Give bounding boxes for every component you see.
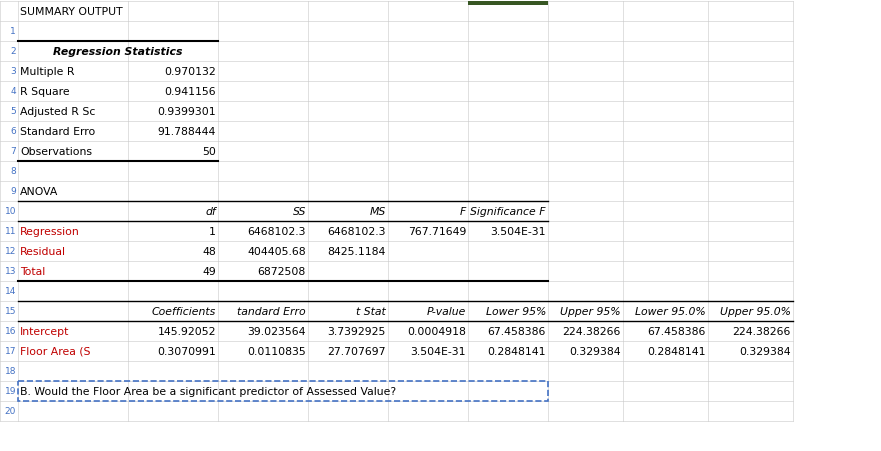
Text: 6872508: 6872508 <box>258 267 306 276</box>
Text: 91.788444: 91.788444 <box>158 127 216 137</box>
Text: 2: 2 <box>11 47 16 56</box>
Text: 0.0110835: 0.0110835 <box>248 346 306 356</box>
Text: Regression: Regression <box>20 226 80 236</box>
Text: 67.458386: 67.458386 <box>487 326 546 336</box>
Text: 39.023564: 39.023564 <box>248 326 306 336</box>
Text: 0.2848141: 0.2848141 <box>648 346 706 356</box>
Text: 50: 50 <box>202 147 216 156</box>
Text: 17: 17 <box>4 347 16 356</box>
Text: 9: 9 <box>11 187 16 196</box>
Text: 3: 3 <box>11 67 16 76</box>
Text: 0.9399301: 0.9399301 <box>158 107 216 117</box>
Text: 67.458386: 67.458386 <box>648 326 706 336</box>
Text: 767.71649: 767.71649 <box>408 226 466 236</box>
Text: tandard Erro: tandard Erro <box>237 306 306 316</box>
Text: 20: 20 <box>4 407 16 415</box>
Text: MS: MS <box>370 207 386 216</box>
Text: R Square: R Square <box>20 87 70 97</box>
Text: Adjusted R Sc: Adjusted R Sc <box>20 107 95 117</box>
Text: 3.504E-31: 3.504E-31 <box>491 226 546 236</box>
Text: Observations: Observations <box>20 147 92 156</box>
Text: 0.3070991: 0.3070991 <box>157 346 216 356</box>
Text: 16: 16 <box>4 327 16 336</box>
Text: 8: 8 <box>11 167 16 176</box>
Text: 27.707697: 27.707697 <box>328 346 386 356</box>
Text: Significance F: Significance F <box>470 207 546 216</box>
Text: df: df <box>205 207 216 216</box>
Text: 224.38266: 224.38266 <box>563 326 621 336</box>
Text: 6468102.3: 6468102.3 <box>248 226 306 236</box>
Text: 7: 7 <box>11 147 16 156</box>
Text: B. Would the Floor Area be a significant predictor of Assessed Value?: B. Would the Floor Area be a significant… <box>20 386 396 396</box>
Text: 0.329384: 0.329384 <box>739 346 791 356</box>
Text: 0.2848141: 0.2848141 <box>487 346 546 356</box>
Text: Regression Statistics: Regression Statistics <box>53 47 182 57</box>
Text: 224.38266: 224.38266 <box>733 326 791 336</box>
Bar <box>18 381 548 401</box>
Text: t Stat: t Stat <box>356 306 386 316</box>
Text: 0.0004918: 0.0004918 <box>407 326 466 336</box>
Text: 15: 15 <box>4 307 16 316</box>
Text: 4: 4 <box>11 87 16 96</box>
Bar <box>468 2 548 6</box>
Text: 48: 48 <box>203 246 216 257</box>
Text: 3.7392925: 3.7392925 <box>328 326 386 336</box>
Text: 11: 11 <box>4 227 16 236</box>
Text: SUMMARY OUTPUT: SUMMARY OUTPUT <box>20 7 122 17</box>
Text: 12: 12 <box>4 247 16 256</box>
Text: 14: 14 <box>4 287 16 296</box>
Text: Floor Area (Ṡ: Floor Area (Ṡ <box>20 346 91 356</box>
Text: 19: 19 <box>4 387 16 396</box>
Text: Lower 95.0%: Lower 95.0% <box>635 306 706 316</box>
Text: Coefficients: Coefficients <box>152 306 216 316</box>
Text: 404405.68: 404405.68 <box>248 246 306 257</box>
Text: 6: 6 <box>11 127 16 136</box>
Text: 8425.1184: 8425.1184 <box>328 246 386 257</box>
Text: 0.941156: 0.941156 <box>165 87 216 97</box>
Text: 0.970132: 0.970132 <box>164 67 216 77</box>
Text: Multiple R: Multiple R <box>20 67 75 77</box>
Text: Upper 95.0%: Upper 95.0% <box>720 306 791 316</box>
Text: 145.92052: 145.92052 <box>158 326 216 336</box>
Text: Intercept: Intercept <box>20 326 70 336</box>
Text: Total: Total <box>20 267 45 276</box>
Text: F: F <box>460 207 466 216</box>
Text: 49: 49 <box>203 267 216 276</box>
Text: Standard Erro: Standard Erro <box>20 127 95 137</box>
Text: 18: 18 <box>4 367 16 376</box>
Text: 3.504E-31: 3.504E-31 <box>411 346 466 356</box>
Text: 1: 1 <box>11 28 16 37</box>
Text: 5: 5 <box>11 107 16 116</box>
Text: 1: 1 <box>209 226 216 236</box>
Text: 6468102.3: 6468102.3 <box>328 226 386 236</box>
Text: 13: 13 <box>4 267 16 276</box>
Text: Residual: Residual <box>20 246 66 257</box>
Text: Lower 95%: Lower 95% <box>485 306 546 316</box>
Text: ANOVA: ANOVA <box>20 187 58 197</box>
Text: 0.329384: 0.329384 <box>569 346 621 356</box>
Text: Upper 95%: Upper 95% <box>560 306 621 316</box>
Text: P-value: P-value <box>426 306 466 316</box>
Text: SS: SS <box>292 207 306 216</box>
Text: 10: 10 <box>4 207 16 216</box>
